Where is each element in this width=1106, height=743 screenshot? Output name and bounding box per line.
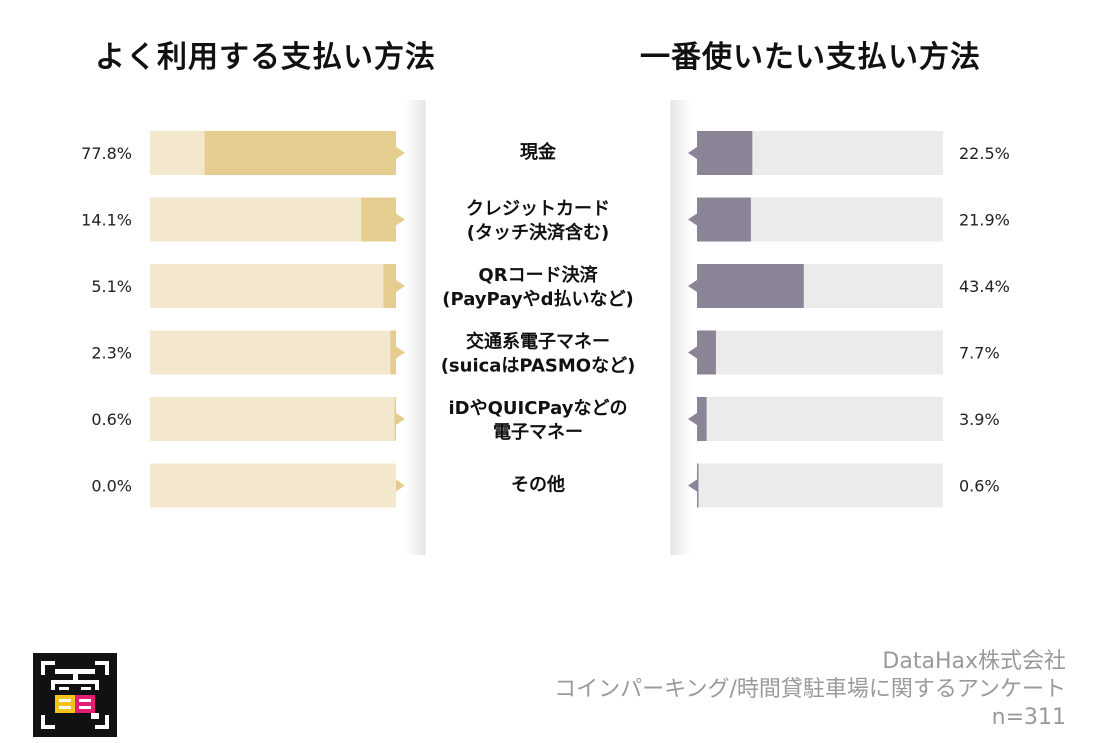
- right-chart-title: 一番使いたい支払い方法: [640, 40, 981, 75]
- right-bar: [697, 397, 707, 441]
- left-value-label: 0.6%: [91, 410, 132, 429]
- right-value-label: 0.6%: [959, 477, 1000, 496]
- left-chart-title: よく利用する支払い方法: [95, 40, 436, 75]
- left-bar-track: [150, 197, 396, 242]
- right-value-label: 43.4%: [959, 277, 1010, 296]
- category-label: QRコード決済: [478, 264, 598, 286]
- left-value-label: 0.0%: [91, 477, 132, 496]
- left-bar: [390, 330, 396, 375]
- divider-shadow-left: [405, 100, 425, 555]
- category-label: 現金: [520, 141, 557, 163]
- category-label: (タッチ決済含む): [467, 222, 609, 244]
- left-value-label: 5.1%: [91, 277, 132, 296]
- left-bar: [383, 264, 396, 308]
- right-bar-pointer: [688, 213, 697, 226]
- right-value-label: 22.5%: [959, 144, 1010, 163]
- category-label: (suicaはPASMOなど): [441, 356, 636, 377]
- left-value-label: 2.3%: [91, 344, 132, 363]
- left-value-label: 14.1%: [81, 211, 132, 230]
- left-bar: [204, 131, 396, 175]
- right-bar-pointer: [688, 413, 697, 425]
- right-bar: [697, 330, 716, 375]
- right-bar-track: [697, 330, 943, 375]
- left-bar: [394, 397, 396, 441]
- category-label: その他: [511, 474, 565, 496]
- divider-shadow-right: [671, 100, 691, 555]
- right-bar-track: [697, 463, 943, 508]
- right-bar-pointer: [688, 346, 697, 359]
- left-bar: [361, 197, 396, 242]
- right-bar: [697, 463, 699, 508]
- left-bar-pointer: [396, 479, 405, 492]
- category-label: iDやQUICPayなどの: [449, 398, 628, 419]
- category-label: (PayPayやd払いなど): [442, 288, 633, 310]
- category-label: 電子マネー: [493, 422, 583, 443]
- right-value-label: 7.7%: [959, 344, 1000, 363]
- right-bar: [697, 197, 751, 242]
- left-bar-track: [150, 264, 396, 308]
- footer-sample-size: n=311: [991, 705, 1066, 730]
- left-bar-track: [150, 397, 396, 441]
- right-bar-track: [697, 397, 943, 441]
- left-bar-track: [150, 330, 396, 375]
- left-bar-pointer: [396, 346, 405, 359]
- footer-survey-title: コインパーキング/時間貸駐車場に関するアンケート: [554, 677, 1066, 702]
- footer-company: DataHax株式会社: [882, 649, 1066, 674]
- right-bar-pointer: [688, 280, 697, 292]
- right-bar-pointer: [688, 147, 697, 159]
- right-bar: [697, 264, 804, 308]
- left-bar-pointer: [396, 280, 405, 292]
- brand-logo: [33, 653, 117, 737]
- right-value-label: 21.9%: [959, 211, 1010, 230]
- right-bar: [697, 131, 753, 175]
- left-bar-track: [150, 463, 396, 508]
- left-value-label: 77.8%: [81, 144, 132, 163]
- right-bar-pointer: [688, 479, 697, 492]
- left-bar-pointer: [396, 213, 405, 226]
- right-value-label: 3.9%: [959, 410, 1000, 429]
- left-bar-pointer: [396, 147, 405, 159]
- category-label: クレジットカード: [466, 199, 610, 220]
- category-label: 交通系電子マネー: [466, 331, 610, 353]
- left-bar-pointer: [396, 413, 405, 425]
